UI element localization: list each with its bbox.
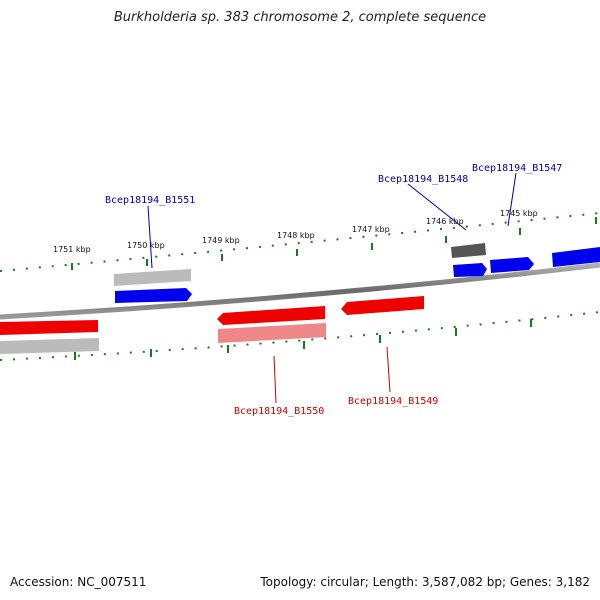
chromosome-backbone [0,262,600,320]
gene-reverse-edge-arrow[interactable] [0,320,98,335]
gene-b1550-arrow[interactable] [217,306,325,325]
inner-major-ticks [74,319,532,360]
gene-label-b1548[interactable]: Bcep18194_B1548 [378,174,468,185]
gene-b1548-arrow[interactable] [453,263,487,277]
tick-label-1750: 1750 kbp [127,241,165,250]
tick-label-1746: 1746 kbp [426,217,464,226]
tick-label-1751: 1751 kbp [53,245,91,254]
gene-b1551-arrow[interactable] [115,288,192,303]
forward-grey-features [114,243,486,286]
leader-b1550 [273,355,277,404]
tick-label-1747: 1747 kbp [352,225,390,234]
gene-b1547-arrow[interactable] [490,257,534,273]
inner-tick-track [0,311,600,361]
gene-b1551-grey-bar[interactable] [114,269,191,286]
gene-forward-edge-arrow[interactable] [552,247,600,267]
gene-label-b1547[interactable]: Bcep18194_B1547 [472,163,562,174]
reverse-grey-features [0,323,326,354]
leader-b1551 [147,205,153,269]
gene-reverse-edge-grey-bar[interactable] [0,338,99,354]
gene-label-b1550[interactable]: Bcep18194_B1550 [234,406,324,417]
gene-b1550-pink-bar[interactable] [218,323,326,343]
forward-features [115,247,600,303]
map-title: Burkholderia sp. 383 chromosome 2, compl… [113,10,487,25]
leader-b1548 [407,183,467,231]
tick-label-1749: 1749 kbp [202,236,240,245]
outer-major-ticks [71,217,597,270]
leader-b1549 [386,346,391,393]
leader-b1547 [507,172,517,227]
gene-label-b1549[interactable]: Bcep18194_B1549 [348,396,438,407]
topology-summary: Topology: circular; Length: 3,587,082 bp… [260,575,590,589]
gene-b1548-grey-bar[interactable] [451,243,486,258]
tick-label-1745: 1745 kbp [500,209,538,218]
gene-label-b1551[interactable]: Bcep18194_B1551 [105,195,195,206]
gene-b1549-arrow[interactable] [341,296,424,315]
reverse-features [0,296,424,335]
tick-label-1748: 1748 kbp [277,231,315,240]
accession-text: Accession: NC_007511 [10,575,147,589]
